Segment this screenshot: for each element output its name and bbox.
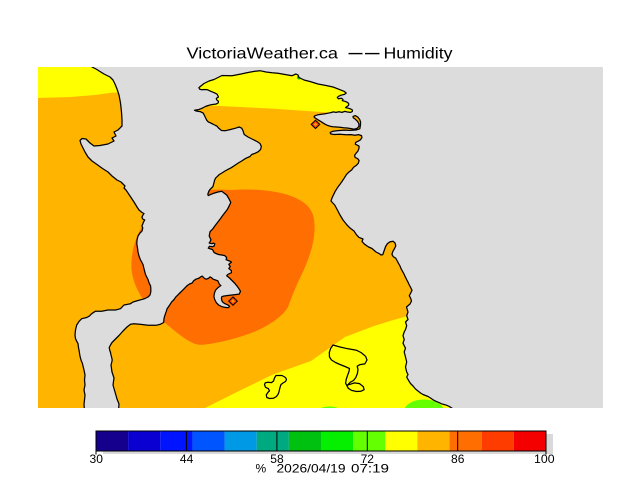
svg-text:72: 72 [361, 452, 375, 466]
svg-text:58: 58 [270, 452, 284, 466]
svg-text:44: 44 [180, 452, 194, 466]
svg-text:30: 30 [90, 452, 104, 466]
svg-text:100: 100 [534, 452, 555, 466]
svg-text:%: % [256, 462, 267, 476]
svg-text:07:19: 07:19 [351, 462, 389, 476]
svg-text:Humidity: Humidity [384, 46, 453, 63]
svg-text:VictoriaWeather.ca: VictoriaWeather.ca [187, 46, 339, 63]
svg-text:2026/04/19: 2026/04/19 [277, 462, 346, 476]
svg-text:86: 86 [451, 452, 465, 466]
